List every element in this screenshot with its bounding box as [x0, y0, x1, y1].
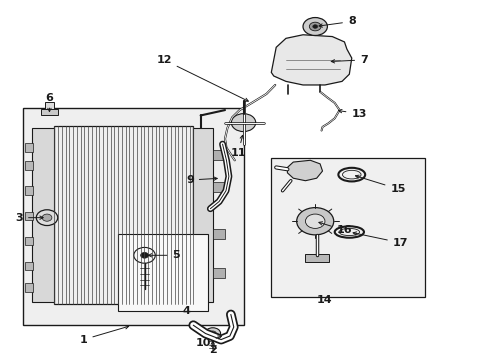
- Circle shape: [309, 22, 321, 31]
- Text: 11: 11: [230, 135, 245, 158]
- Circle shape: [303, 18, 327, 36]
- Bar: [41, 109, 58, 116]
- Text: 6: 6: [45, 93, 53, 112]
- Bar: [212, 150, 224, 160]
- Bar: [25, 262, 33, 270]
- Polygon shape: [271, 35, 351, 85]
- Text: 17: 17: [352, 232, 407, 248]
- Bar: [212, 229, 224, 239]
- Bar: [22, 108, 244, 325]
- Bar: [32, 128, 54, 302]
- Text: 8: 8: [318, 17, 355, 27]
- Text: 7: 7: [330, 55, 367, 65]
- Circle shape: [204, 328, 220, 339]
- Text: 16: 16: [318, 222, 351, 235]
- Bar: [25, 283, 33, 292]
- Bar: [193, 128, 212, 302]
- Bar: [25, 212, 33, 220]
- Text: 14: 14: [317, 295, 332, 305]
- Text: 15: 15: [355, 175, 405, 194]
- Circle shape: [141, 252, 148, 258]
- Bar: [25, 186, 33, 195]
- Bar: [305, 253, 328, 262]
- Bar: [25, 143, 33, 152]
- Circle shape: [305, 214, 325, 228]
- Text: 13: 13: [338, 109, 366, 119]
- Text: 4: 4: [182, 306, 189, 316]
- Circle shape: [36, 210, 58, 226]
- Text: 5: 5: [148, 250, 180, 260]
- Text: 2: 2: [208, 341, 216, 355]
- Text: 12: 12: [156, 55, 248, 101]
- Text: 9: 9: [185, 175, 217, 185]
- Bar: [54, 126, 193, 304]
- Bar: [212, 182, 224, 192]
- Text: 1: 1: [80, 326, 128, 345]
- Bar: [271, 158, 424, 297]
- Polygon shape: [287, 160, 322, 181]
- Circle shape: [42, 214, 52, 221]
- Bar: [25, 161, 33, 170]
- Bar: [44, 102, 54, 109]
- Text: 10: 10: [195, 336, 221, 348]
- Circle shape: [296, 208, 333, 235]
- Circle shape: [312, 25, 317, 28]
- Bar: [212, 268, 224, 278]
- Circle shape: [231, 114, 255, 132]
- Text: 3: 3: [16, 213, 43, 222]
- Bar: [118, 234, 207, 311]
- Bar: [25, 237, 33, 245]
